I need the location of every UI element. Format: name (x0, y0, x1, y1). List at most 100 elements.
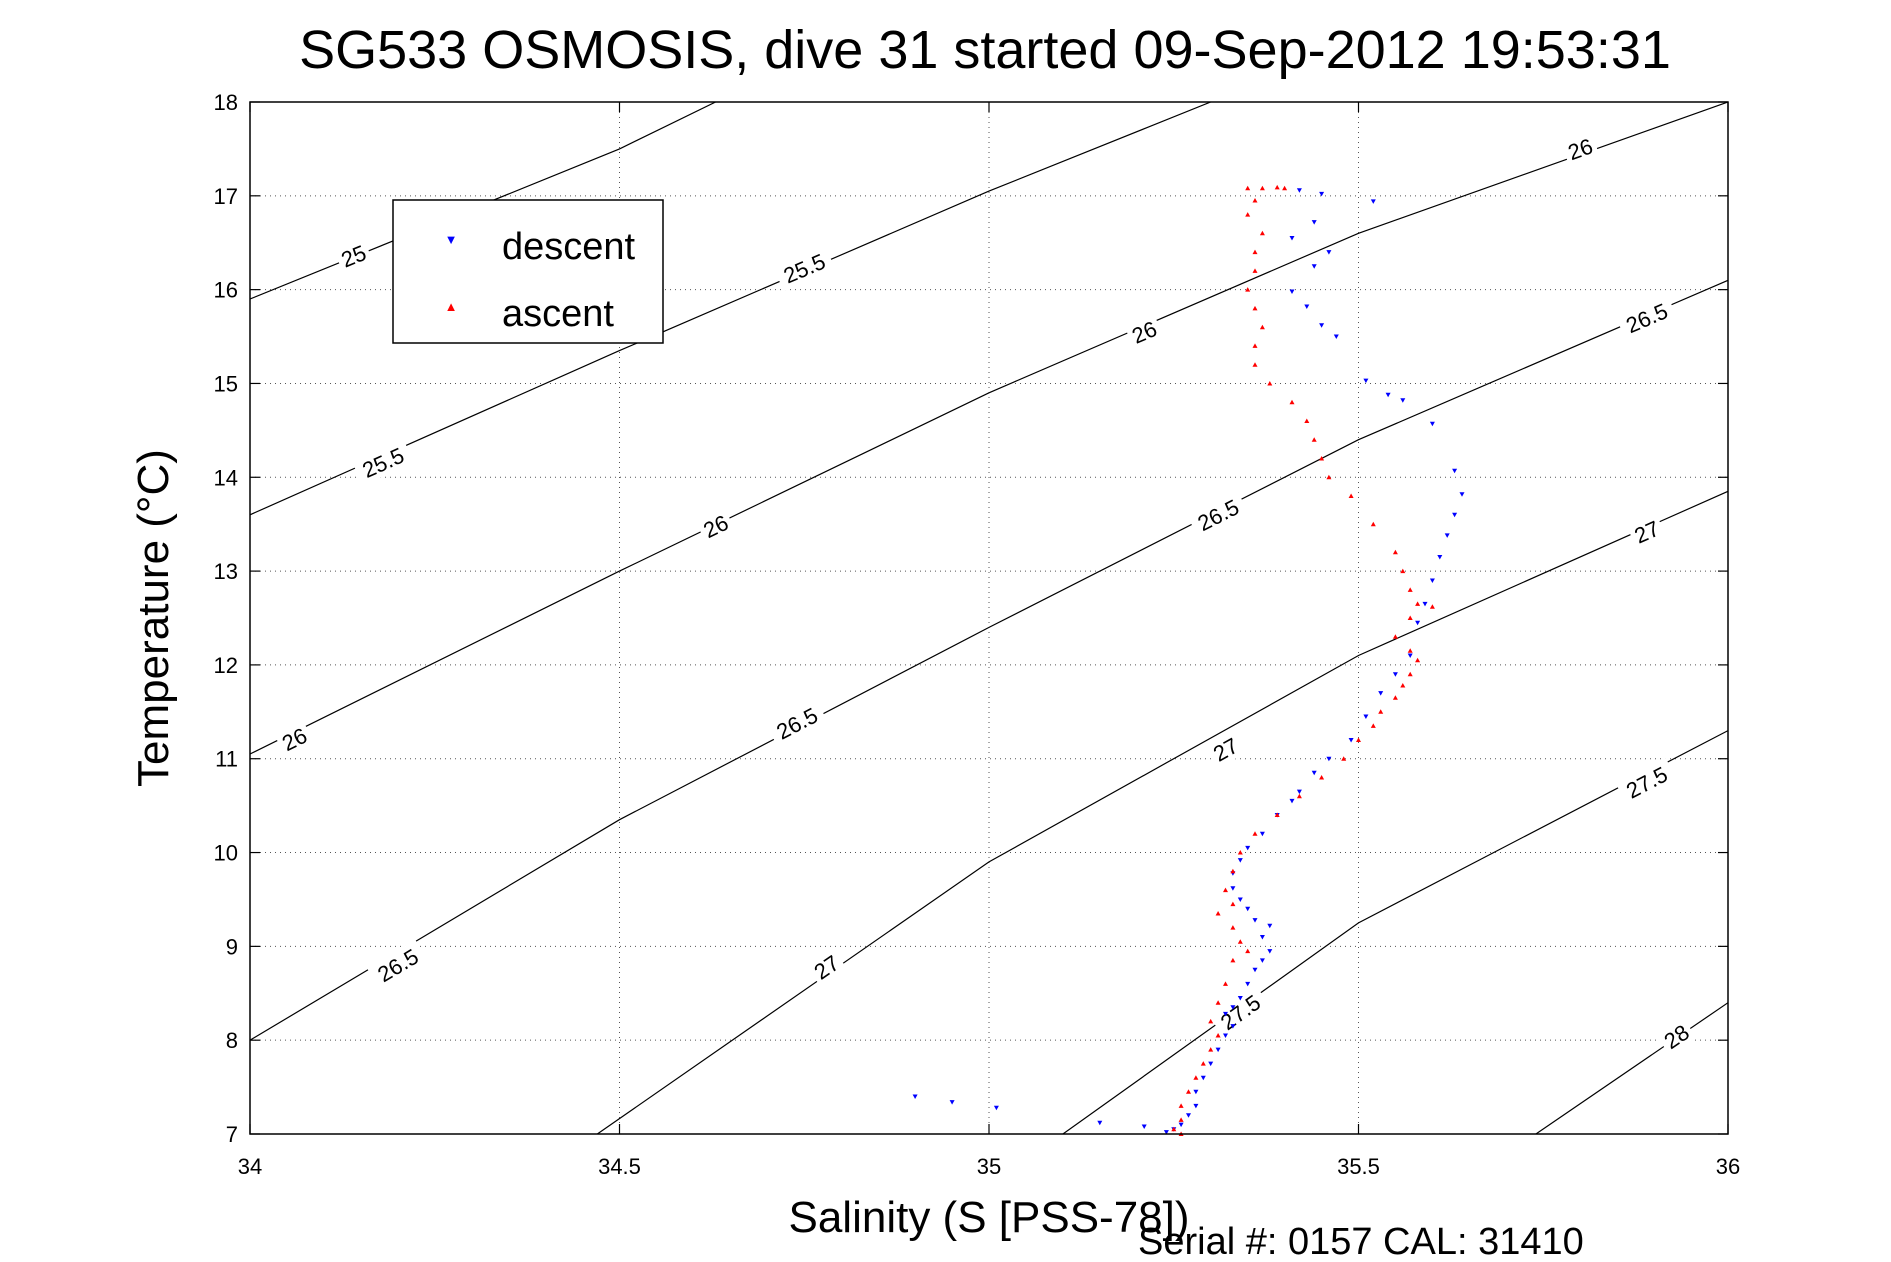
data-point-ascent (1259, 185, 1265, 191)
data-point-descent (1296, 789, 1302, 795)
data-point-ascent (1326, 474, 1332, 480)
data-point-descent (1237, 858, 1243, 863)
contour-line-27.5 (1062, 730, 1728, 1134)
y-tick-label: 8 (226, 1028, 238, 1053)
data-point-descent (1378, 691, 1384, 696)
data-point-descent (1452, 468, 1458, 474)
data-point-ascent (1407, 671, 1413, 677)
data-point-ascent (1178, 1117, 1184, 1122)
data-point-ascent (1223, 981, 1228, 986)
grid-lines (250, 102, 1728, 1134)
data-point-descent (912, 1094, 918, 1099)
data-point-ascent (1407, 587, 1413, 592)
contour-label-bg (1560, 131, 1600, 167)
contour-line-26 (250, 102, 1728, 755)
data-point-ascent (1274, 184, 1280, 190)
data-point-descent (1429, 578, 1435, 583)
data-point-ascent (1392, 549, 1398, 555)
data-point-ascent (1245, 287, 1251, 292)
y-tick-label: 14 (214, 465, 238, 490)
data-point-descent (1097, 1120, 1103, 1126)
data-point-descent (1252, 918, 1258, 923)
data-point-ascent (1252, 831, 1258, 836)
data-point-ascent (1407, 615, 1413, 620)
data-point-descent (1289, 798, 1295, 804)
data-point-ascent (1415, 657, 1421, 663)
series-ascent (1171, 184, 1435, 1136)
data-point-ascent (1392, 634, 1398, 639)
data-point-ascent (1252, 343, 1258, 348)
data-point-descent (1326, 250, 1332, 255)
data-point-descent (1200, 1075, 1206, 1081)
data-point-descent (1163, 1130, 1169, 1135)
y-tick-label: 15 (214, 371, 238, 396)
data-point-descent (1311, 264, 1317, 269)
data-point-descent (1193, 1103, 1199, 1109)
contour-label-bg (1615, 294, 1678, 341)
data-point-ascent (1392, 695, 1398, 700)
data-point-ascent (1348, 493, 1354, 498)
data-point-descent (1289, 236, 1295, 241)
data-point-ascent (1415, 601, 1421, 606)
contour-label-bg (352, 439, 414, 486)
data-point-ascent (1215, 911, 1221, 916)
data-point-ascent (1252, 305, 1258, 311)
data-point-ascent (1171, 1126, 1177, 1132)
data-point-ascent (1378, 709, 1384, 714)
y-tick-label: 17 (214, 184, 238, 209)
data-point-descent (1245, 906, 1251, 912)
data-point-descent (1208, 1061, 1214, 1067)
data-point-ascent (1237, 939, 1243, 944)
data-point-descent (1215, 1047, 1221, 1053)
data-series (912, 184, 1465, 1136)
contour-label-bg (274, 720, 315, 758)
data-point-ascent (1289, 399, 1295, 405)
data-point-descent (1407, 653, 1413, 658)
data-point-descent (1267, 949, 1273, 954)
data-point-ascent (1274, 812, 1280, 817)
data-point-ascent (1267, 381, 1273, 386)
data-point-descent (1370, 199, 1376, 204)
data-point-ascent (1252, 249, 1258, 255)
data-point-descent (1178, 1122, 1184, 1128)
data-point-descent (1193, 1089, 1199, 1095)
legend-marker-descent: ▼ (445, 232, 458, 247)
data-point-descent (1319, 191, 1325, 197)
y-tick-label: 9 (226, 934, 238, 959)
data-point-descent (1429, 421, 1435, 427)
data-point-descent (1230, 1024, 1236, 1029)
y-tick-label: 10 (214, 841, 238, 866)
contour-label-bg (695, 507, 736, 545)
data-point-descent (1237, 897, 1243, 902)
axis-ticks: 34 34.5 35 35.5 36 7 8 9 10 11 12 13 14 15 16 17 18 (214, 90, 1741, 1179)
legend-marker-ascent: ▲ (445, 299, 458, 314)
y-tick-label: 16 (214, 278, 238, 303)
density-contours: 2525.525.52626262626.526.526.526.5272727… (250, 102, 1728, 1134)
data-point-ascent (1237, 850, 1243, 855)
data-point-ascent (1223, 887, 1228, 893)
data-point-descent (1392, 672, 1398, 677)
data-point-descent (1363, 714, 1369, 719)
data-point-ascent (1282, 185, 1288, 191)
data-point-ascent (1400, 568, 1406, 574)
data-point-descent (1363, 378, 1369, 384)
contour-label-group: 25.5 (773, 245, 836, 292)
data-point-ascent (1230, 957, 1236, 963)
data-point-ascent (1215, 1000, 1221, 1005)
data-point-ascent (1259, 324, 1265, 330)
data-point-descent (1348, 738, 1354, 743)
contour-label-bg (1615, 757, 1678, 807)
data-point-descent (1385, 392, 1391, 398)
data-point-descent (1259, 935, 1265, 940)
contour-label-bg (1124, 313, 1165, 351)
data-point-ascent (1208, 1047, 1214, 1052)
data-point-descent (1415, 620, 1421, 626)
data-point-ascent (1319, 775, 1325, 780)
data-point-descent (1237, 996, 1243, 1001)
serial-cal-footer: Serial #: 0157 CAL: 31410 (1138, 1221, 1584, 1262)
y-tick-label: 11 (215, 747, 238, 772)
data-point-ascent (1252, 268, 1258, 273)
legend-label-descent: descent (502, 226, 636, 268)
data-point-descent (1296, 188, 1302, 193)
